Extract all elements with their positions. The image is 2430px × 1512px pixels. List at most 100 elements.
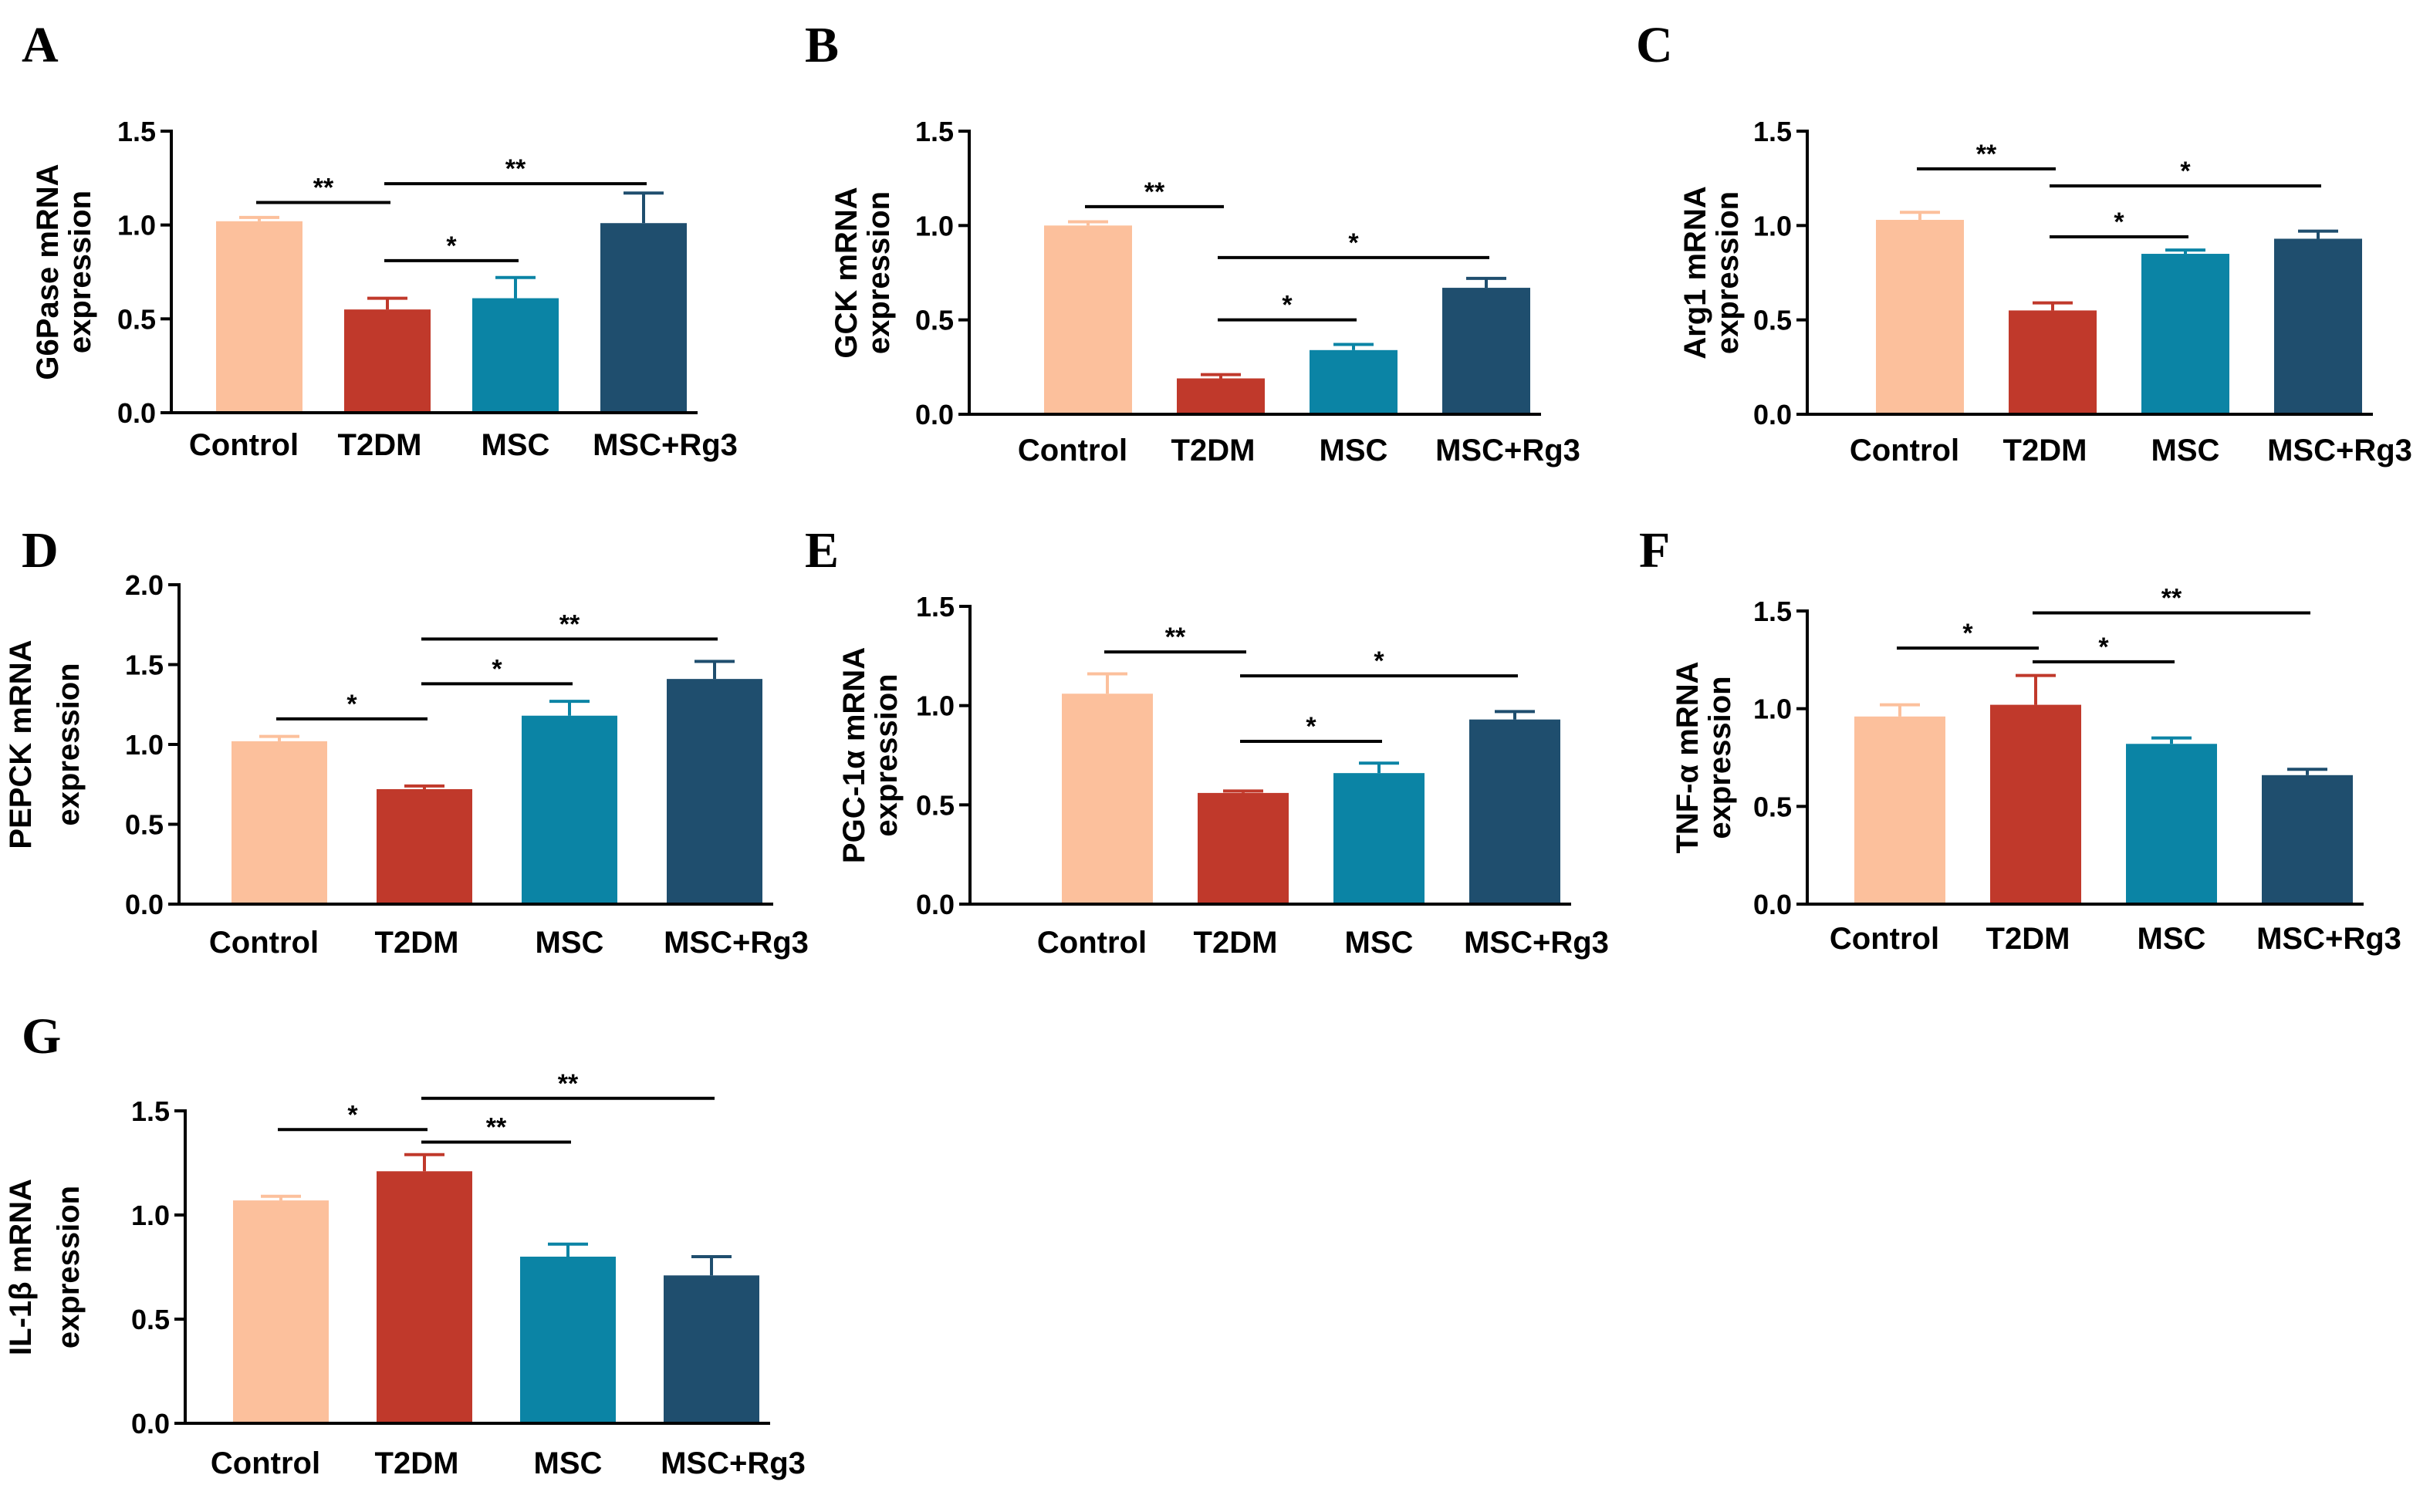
- bar-g-0: [233, 1200, 329, 1423]
- bar-g-1: [377, 1171, 472, 1423]
- bar-f-0: [1854, 716, 1945, 904]
- significance-label-d-1: *: [492, 654, 502, 683]
- category-label-b-1: T2DM: [1171, 434, 1256, 467]
- category-label-g-0: Control: [211, 1446, 320, 1480]
- category-label-b-3: MSC+Rg3: [1435, 434, 1580, 467]
- bar-e-0: [1062, 694, 1153, 904]
- bar-b-0: [1044, 225, 1132, 414]
- y-tick-label-f-2: 1.0: [1753, 694, 1792, 725]
- bar-f-1: [1990, 704, 2081, 904]
- bar-e-3: [1469, 719, 1560, 904]
- panel-letter-e: E: [805, 522, 839, 579]
- significance-label-d-0: *: [346, 690, 357, 719]
- bar-d-2: [522, 715, 617, 904]
- significance-label-f-1: **: [2161, 584, 2182, 613]
- y-axis-title-e-1: expression: [870, 673, 904, 836]
- y-axis-title-f-1: expression: [1703, 676, 1737, 839]
- y-tick-label-a-1: 0.5: [117, 303, 156, 335]
- y-tick-label-g-1: 0.5: [131, 1304, 170, 1335]
- y-axis-title-e-0: PGC-1α mRNA: [837, 647, 871, 863]
- bar-f-2: [2126, 744, 2217, 904]
- significance-label-a-0: **: [313, 173, 334, 202]
- bar-b-3: [1442, 288, 1530, 414]
- bar-g-3: [664, 1275, 759, 1423]
- y-tick-label-c-3: 1.5: [1753, 116, 1792, 147]
- y-axis-title-g-0: IL-1β mRNA: [4, 1179, 38, 1355]
- significance-label-e-0: **: [1165, 623, 1186, 652]
- bar-d-1: [377, 788, 472, 904]
- y-tick-label-d-1: 0.5: [125, 809, 164, 841]
- category-label-f-0: Control: [1830, 922, 1939, 956]
- y-tick-label-e-0: 0.0: [916, 889, 955, 920]
- bar-e-2: [1333, 773, 1425, 904]
- y-tick-label-d-2: 1.0: [125, 729, 164, 761]
- significance-label-d-2: **: [559, 609, 580, 639]
- category-label-f-2: MSC: [2138, 922, 2206, 956]
- category-label-c-2: MSC: [2151, 434, 2220, 467]
- bar-f-3: [2262, 775, 2353, 904]
- category-label-d-0: Control: [209, 926, 319, 960]
- category-label-d-3: MSC+Rg3: [664, 926, 809, 960]
- category-label-g-1: T2DM: [375, 1446, 459, 1480]
- y-axis-title-b-0: GCK mRNA: [830, 187, 864, 358]
- category-label-c-3: MSC+Rg3: [2267, 434, 2412, 467]
- significance-label-c-2: *: [2114, 208, 2124, 237]
- y-tick-label-f-1: 0.5: [1753, 791, 1792, 822]
- significance-label-e-1: *: [1374, 646, 1384, 676]
- y-tick-label-g-2: 1.0: [131, 1200, 170, 1231]
- significance-label-a-2: *: [446, 231, 457, 261]
- y-axis-title-c-1: expression: [1711, 191, 1745, 354]
- y-tick-label-e-3: 1.5: [916, 591, 955, 623]
- bar-b-1: [1177, 378, 1265, 414]
- bar-c-2: [2141, 254, 2229, 414]
- y-tick-label-d-3: 1.5: [125, 650, 164, 681]
- y-tick-label-b-1: 0.5: [915, 305, 954, 336]
- significance-label-g-0: *: [347, 1100, 358, 1129]
- significance-label-e-2: *: [1306, 712, 1316, 741]
- y-tick-label-d-4: 2.0: [125, 569, 164, 601]
- category-label-d-1: T2DM: [375, 926, 459, 960]
- y-tick-label-g-3: 1.5: [131, 1095, 170, 1127]
- y-tick-label-a-0: 0.0: [117, 397, 156, 429]
- bar-b-2: [1310, 349, 1398, 414]
- bar-g-2: [520, 1257, 616, 1423]
- y-axis-title-d-0: PEPCK mRNA: [4, 640, 38, 849]
- bar-c-1: [2009, 310, 2097, 414]
- y-axis-title-g-1: expression: [52, 1186, 86, 1348]
- bar-a-2: [472, 298, 559, 413]
- category-label-e-3: MSC+Rg3: [1464, 926, 1609, 960]
- significance-label-f-0: *: [1962, 619, 1973, 648]
- significance-label-f-2: *: [2098, 633, 2109, 662]
- significance-label-b-2: *: [1282, 291, 1293, 320]
- y-axis-title-c-0: Arg1 mRNA: [1678, 186, 1712, 359]
- y-tick-label-c-0: 0.0: [1753, 399, 1792, 430]
- significance-label-c-1: *: [2180, 157, 2191, 186]
- y-axis-title-a-1: expression: [63, 191, 97, 353]
- category-label-b-2: MSC: [1320, 434, 1388, 467]
- y-tick-label-c-2: 1.0: [1753, 210, 1792, 241]
- bar-c-0: [1876, 219, 1964, 414]
- y-tick-label-a-3: 1.5: [117, 116, 156, 147]
- bar-c-3: [2274, 238, 2362, 414]
- y-tick-label-b-0: 0.0: [915, 399, 954, 430]
- y-axis-title-a-0: G6Pase mRNA: [31, 164, 65, 380]
- significance-label-a-1: **: [505, 154, 526, 184]
- category-label-a-1: T2DM: [338, 428, 422, 462]
- category-label-e-1: T2DM: [1194, 926, 1278, 960]
- panel-letter-f: F: [1639, 522, 1670, 579]
- category-label-e-2: MSC: [1345, 926, 1414, 960]
- category-label-c-0: Control: [1850, 434, 1959, 467]
- category-label-f-1: T2DM: [1986, 922, 2070, 956]
- category-label-c-1: T2DM: [2003, 434, 2087, 467]
- y-axis-title-d-1: expression: [52, 663, 86, 825]
- panel-letter-b: B: [805, 17, 839, 73]
- y-tick-label-f-3: 1.5: [1753, 596, 1792, 627]
- significance-label-b-1: *: [1348, 228, 1359, 258]
- panel-letter-g: G: [22, 1008, 61, 1065]
- y-tick-label-g-0: 0.0: [131, 1408, 170, 1439]
- category-label-e-0: Control: [1037, 926, 1147, 960]
- panel-letter-c: C: [1636, 17, 1673, 73]
- category-label-a-2: MSC: [482, 428, 550, 462]
